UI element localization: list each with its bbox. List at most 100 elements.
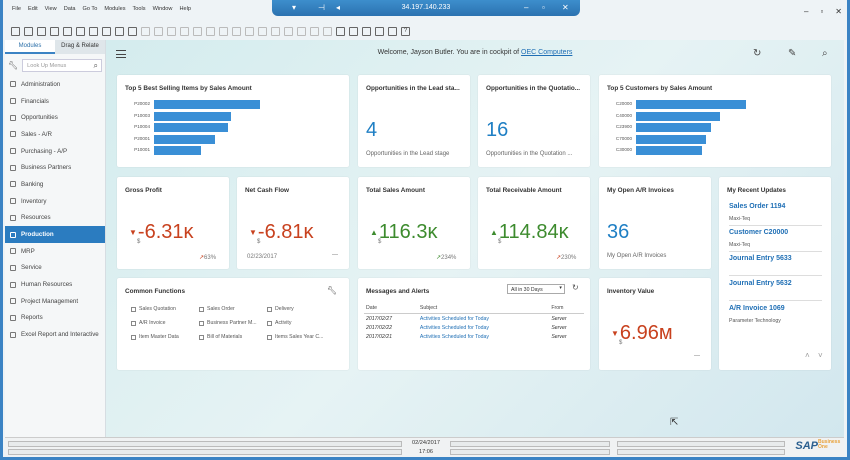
- sidebar-item-opportunities[interactable]: Opportunities: [5, 109, 105, 126]
- minimize-icon[interactable]: –: [524, 3, 529, 12]
- menu-window[interactable]: Window: [152, 6, 173, 12]
- bar[interactable]: [154, 146, 201, 155]
- bar[interactable]: [154, 100, 260, 109]
- common-function-link[interactable]: Business Partner M...: [199, 320, 257, 326]
- sort-icon[interactable]: [219, 26, 228, 36]
- close-icon[interactable]: ✕: [562, 3, 569, 12]
- sidebar-item-banking[interactable]: Banking: [5, 176, 105, 193]
- pin-icon[interactable]: ⊣: [318, 3, 325, 12]
- email-icon[interactable]: [63, 26, 72, 36]
- open-icon[interactable]: [24, 26, 33, 36]
- menu-file[interactable]: File: [12, 6, 22, 12]
- form-settings-icon[interactable]: [310, 26, 319, 36]
- target-document-icon[interactable]: [245, 26, 254, 36]
- bar[interactable]: [636, 146, 702, 155]
- excel-icon[interactable]: [76, 26, 85, 36]
- sidebar-item-mrp[interactable]: MRP: [5, 243, 105, 260]
- menu-search-input[interactable]: Look Up Menus ⌕: [22, 59, 102, 72]
- menu-goto[interactable]: Go To: [82, 6, 98, 12]
- top-items-tile[interactable]: Top 5 Best Selling Items by Sales Amount…: [117, 75, 349, 167]
- sidebar-item-sales-a-r[interactable]: Sales - A/R: [5, 126, 105, 143]
- top-customers-tile[interactable]: Top 5 Customers by Sales Amount C20000 C4…: [599, 75, 831, 167]
- sidebar-item-business-partners[interactable]: Business Partners: [5, 159, 105, 176]
- menu-modules[interactable]: Modules: [104, 6, 126, 12]
- bar[interactable]: [154, 134, 216, 144]
- message-subject-link[interactable]: Activities Scheduled for Today: [419, 324, 489, 331]
- update-link[interactable]: Customer C20000: [729, 229, 789, 236]
- net-cash-flow-tile[interactable]: Net Cash Flow ▼-6.81ĸ $ 02/23/2017 —: [237, 177, 349, 269]
- filter-icon[interactable]: [206, 26, 215, 36]
- tab-drag-relate[interactable]: Drag & Relate: [55, 40, 105, 54]
- table-row[interactable]: 2017/02/27 Activities Scheduled for Today…: [364, 314, 584, 324]
- new-icon[interactable]: [11, 26, 20, 36]
- refresh-icon[interactable]: ↻: [572, 283, 579, 292]
- recent-updates-tile[interactable]: My Recent Updates Sales Order 1194 Maxi-…: [719, 177, 831, 370]
- sidebar-item-purchasing-a-p[interactable]: Purchasing - A/P: [5, 143, 105, 160]
- opportunities-quotation-tile[interactable]: Opportunities in the Quotatio... 16 Oppo…: [478, 75, 590, 167]
- refresh-icon[interactable]: [193, 26, 202, 36]
- restore-icon[interactable]: ◂: [336, 3, 341, 12]
- total-receivable-tile[interactable]: Total Receivable Amount ▲114.84ĸ $ ↗230%: [478, 177, 590, 269]
- common-function-link[interactable]: Activity: [267, 320, 291, 326]
- common-function-link[interactable]: Bill of Materials: [199, 334, 242, 340]
- total-sales-tile[interactable]: Total Sales Amount ▲116.3ĸ $ ↗234%: [358, 177, 470, 269]
- word-icon[interactable]: [89, 26, 98, 36]
- search-cockpit-icon[interactable]: ⌕: [822, 48, 828, 59]
- base-document-icon[interactable]: [232, 26, 241, 36]
- bar[interactable]: [636, 134, 707, 144]
- drag-relate-icon[interactable]: [375, 26, 384, 36]
- common-function-link[interactable]: Delivery: [267, 306, 294, 312]
- sidebar-item-production[interactable]: Production: [5, 226, 105, 243]
- tab-modules[interactable]: Modules: [5, 40, 55, 54]
- sidebar-item-human-resources[interactable]: Human Resources: [5, 276, 105, 293]
- settings-icon[interactable]: [388, 26, 397, 36]
- menu-icon[interactable]: [116, 50, 126, 58]
- next-record-icon[interactable]: [167, 26, 176, 36]
- common-function-link[interactable]: A/R Invoice: [131, 320, 166, 326]
- bar[interactable]: [636, 111, 720, 121]
- payment-means-icon[interactable]: [271, 26, 280, 36]
- edit-cockpit-icon[interactable]: ✎: [788, 48, 797, 59]
- gross-profit-tile[interactable]: Gross Profit ▼-6.31ĸ $ ↗63%: [117, 177, 229, 269]
- common-function-link[interactable]: Item Master Data: [131, 334, 179, 340]
- first-record-icon[interactable]: [141, 26, 150, 36]
- update-link[interactable]: Sales Order 1194: [729, 203, 786, 210]
- message-subject-link[interactable]: Activities Scheduled for Today: [419, 333, 489, 340]
- bar[interactable]: [636, 123, 711, 132]
- menu-data[interactable]: Data: [63, 6, 76, 12]
- messages-icon[interactable]: [336, 26, 345, 36]
- update-link[interactable]: Journal Entry 5632: [729, 280, 792, 287]
- pdf-icon[interactable]: [102, 26, 111, 36]
- gross-profit-icon[interactable]: [258, 26, 267, 36]
- app-close-icon[interactable]: ✕: [835, 7, 842, 16]
- refresh-cockpit-icon[interactable]: ↻: [753, 48, 762, 59]
- message-subject-link[interactable]: Activities Scheduled for Today: [419, 315, 489, 322]
- sidebar-item-excel-report-and-interactive[interactable]: Excel Report and Interactive: [5, 326, 105, 343]
- last-record-icon[interactable]: [180, 26, 189, 36]
- sidebar-item-service[interactable]: Service: [5, 260, 105, 277]
- opportunities-lead-tile[interactable]: Opportunities in the Lead sta... 4 Oppor…: [358, 75, 470, 167]
- sidebar-item-project-management[interactable]: Project Management: [5, 293, 105, 310]
- scroll-up-icon[interactable]: ˄: [805, 351, 810, 360]
- common-functions-tile[interactable]: Common Functions 🔧︎ Sales Quotation Sales…: [117, 278, 349, 370]
- table-row[interactable]: 2017/02/21 Activities Scheduled for Today…: [364, 332, 584, 341]
- common-function-link[interactable]: Sales Quotation: [131, 306, 176, 312]
- menu-edit[interactable]: Edit: [28, 6, 38, 12]
- preview-icon[interactable]: [50, 26, 59, 36]
- update-link[interactable]: A/R Invoice 1069: [729, 305, 785, 312]
- query-icon[interactable]: [362, 26, 371, 36]
- messages-filter-select[interactable]: All in 30 Days ▾: [507, 284, 565, 294]
- help-icon[interactable]: ?: [401, 26, 410, 36]
- sidebar-item-resources[interactable]: Resources: [5, 210, 105, 227]
- add-icon[interactable]: [128, 26, 137, 36]
- table-row[interactable]: 2017/02/22 Activities Scheduled for Today…: [364, 323, 584, 332]
- app-minimize-icon[interactable]: –: [804, 7, 809, 16]
- sidebar-item-inventory[interactable]: Inventory: [5, 193, 105, 210]
- sidebar-item-administration[interactable]: Administration: [5, 76, 105, 93]
- inventory-value-tile[interactable]: Inventory Value ▼6.96м $ —: [599, 278, 711, 370]
- wrench-icon[interactable]: 🔧︎: [326, 286, 337, 295]
- transaction-journal-icon[interactable]: [297, 26, 306, 36]
- calendar-icon[interactable]: [349, 26, 358, 36]
- volume-weight-icon[interactable]: [284, 26, 293, 36]
- app-restore-icon[interactable]: ▫: [820, 7, 824, 16]
